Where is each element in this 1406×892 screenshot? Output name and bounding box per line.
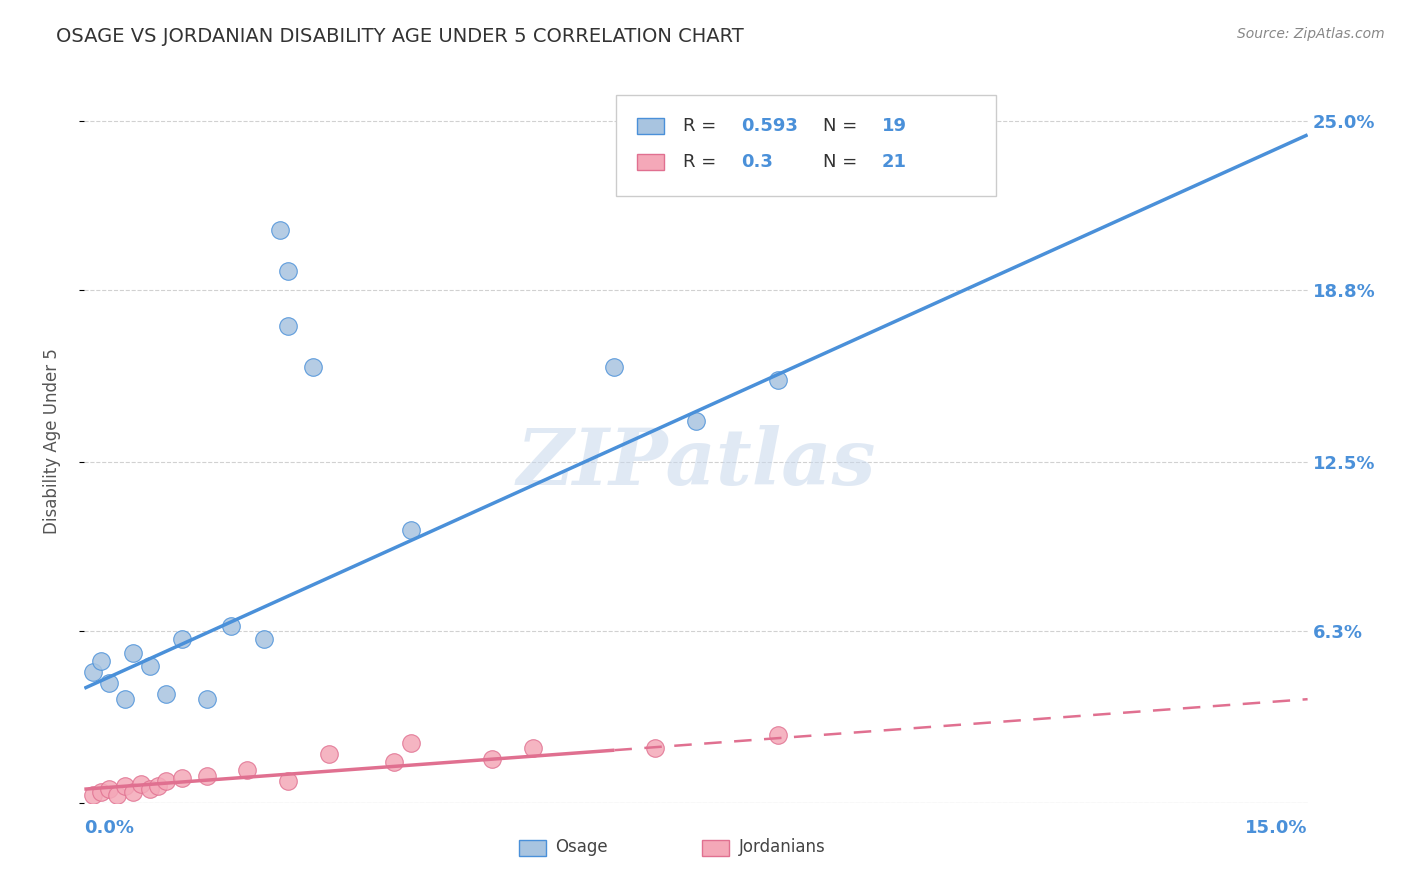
Point <box>603 359 626 374</box>
Point <box>82 665 104 679</box>
Point <box>219 618 242 632</box>
Point <box>277 774 299 789</box>
FancyBboxPatch shape <box>702 839 728 855</box>
Point <box>172 771 194 785</box>
FancyBboxPatch shape <box>637 118 664 134</box>
Point <box>122 785 145 799</box>
Text: N =: N = <box>823 153 863 171</box>
Y-axis label: Disability Age Under 5: Disability Age Under 5 <box>42 349 60 534</box>
Point <box>522 741 544 756</box>
Point <box>277 264 299 278</box>
Point <box>236 763 259 777</box>
Text: Jordanians: Jordanians <box>738 838 825 855</box>
Point <box>131 777 153 791</box>
Point <box>114 780 136 794</box>
Point <box>155 774 177 789</box>
Text: 0.3: 0.3 <box>741 153 773 171</box>
Text: 21: 21 <box>882 153 907 171</box>
Point <box>382 755 405 769</box>
Point <box>766 728 789 742</box>
Point <box>644 741 666 756</box>
Point <box>481 752 503 766</box>
Point <box>195 768 218 782</box>
Text: ZIPatlas: ZIPatlas <box>516 425 876 501</box>
Point <box>82 788 104 802</box>
Point <box>90 785 112 799</box>
Point <box>138 782 160 797</box>
Point <box>399 523 422 537</box>
Point <box>766 373 789 387</box>
Text: R =: R = <box>682 153 721 171</box>
FancyBboxPatch shape <box>637 154 664 169</box>
Point <box>172 632 194 647</box>
Point <box>90 654 112 668</box>
Point <box>146 780 169 794</box>
Text: 19: 19 <box>882 117 907 135</box>
Point <box>301 359 323 374</box>
Text: 0.0%: 0.0% <box>84 819 135 837</box>
Text: 0.593: 0.593 <box>741 117 799 135</box>
Point <box>114 692 136 706</box>
Text: Source: ZipAtlas.com: Source: ZipAtlas.com <box>1237 27 1385 41</box>
Point <box>155 687 177 701</box>
Text: OSAGE VS JORDANIAN DISABILITY AGE UNDER 5 CORRELATION CHART: OSAGE VS JORDANIAN DISABILITY AGE UNDER … <box>56 27 744 45</box>
Point <box>685 414 707 428</box>
Text: R =: R = <box>682 117 721 135</box>
Text: 15.0%: 15.0% <box>1246 819 1308 837</box>
Point <box>138 659 160 673</box>
Point <box>399 736 422 750</box>
Point <box>105 788 128 802</box>
Point <box>122 646 145 660</box>
Point <box>97 782 120 797</box>
Point <box>277 318 299 333</box>
Point <box>195 692 218 706</box>
FancyBboxPatch shape <box>616 95 995 196</box>
Text: N =: N = <box>823 117 863 135</box>
Point <box>269 223 291 237</box>
FancyBboxPatch shape <box>519 839 546 855</box>
Point <box>97 676 120 690</box>
Text: Osage: Osage <box>555 838 607 855</box>
Point <box>253 632 276 647</box>
Point <box>318 747 340 761</box>
